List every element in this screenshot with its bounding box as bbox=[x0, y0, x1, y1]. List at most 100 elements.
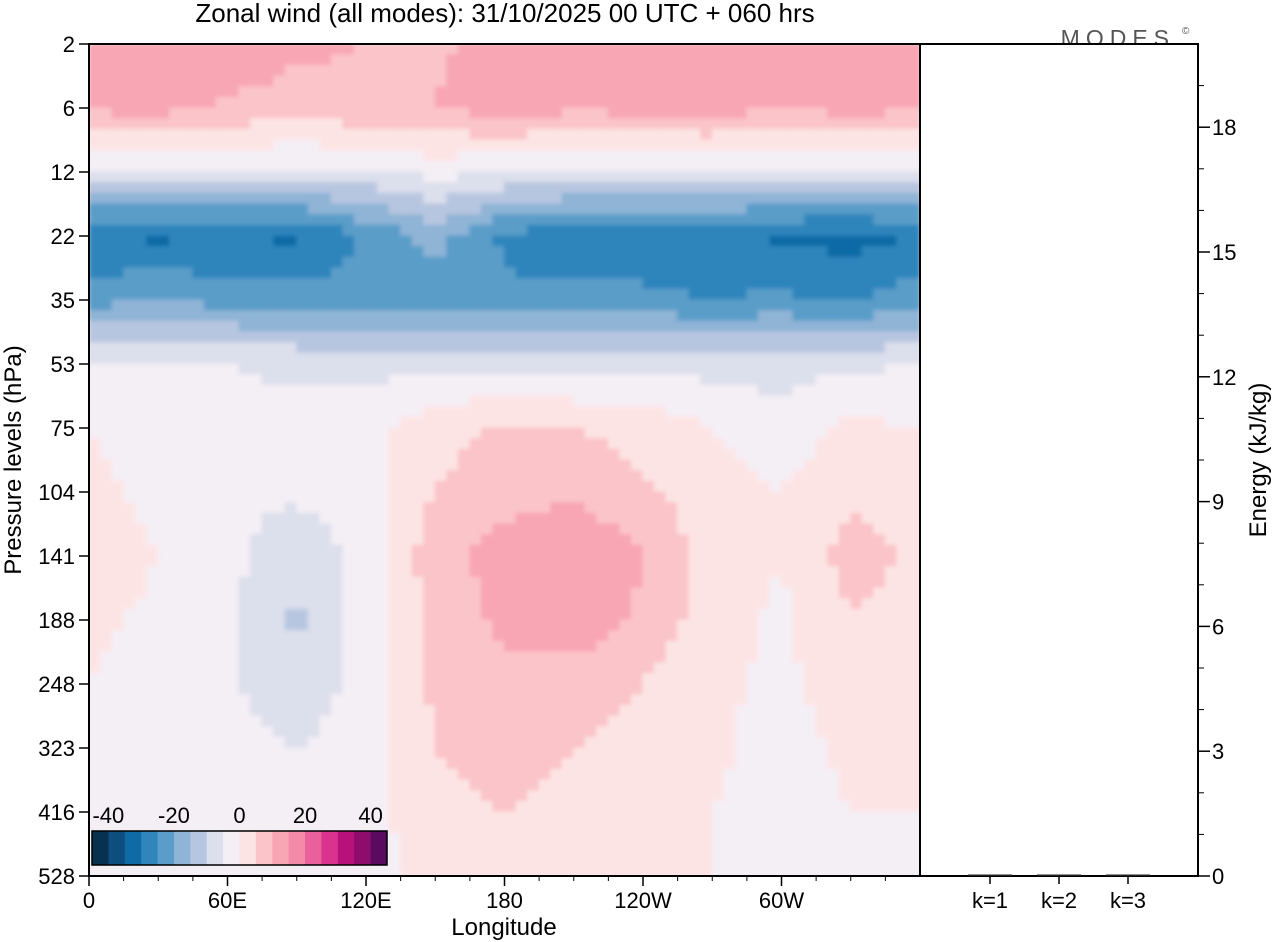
heatmap-cell bbox=[850, 235, 863, 248]
heatmap-cell bbox=[307, 608, 321, 621]
heatmap-cell bbox=[180, 544, 194, 557]
heatmap-cell bbox=[781, 86, 794, 98]
heatmap-cell bbox=[146, 299, 159, 312]
heatmap-cell bbox=[550, 267, 563, 280]
heatmap-cell bbox=[573, 448, 586, 461]
heatmap-cell bbox=[861, 608, 875, 621]
heatmap-cell bbox=[307, 214, 321, 226]
heatmap-cell bbox=[227, 44, 240, 56]
heatmap-cell bbox=[111, 86, 125, 98]
heatmap-cell bbox=[469, 150, 482, 162]
heatmap-cell bbox=[873, 203, 886, 216]
heatmap-cell bbox=[400, 608, 413, 621]
heatmap-cell bbox=[157, 427, 171, 440]
heatmap-cell bbox=[192, 128, 205, 141]
heatmap-cell bbox=[654, 299, 667, 312]
heatmap-cell bbox=[654, 363, 667, 376]
heatmap-cell bbox=[365, 118, 379, 130]
heatmap-cell bbox=[630, 342, 644, 354]
heatmap-cell bbox=[180, 342, 194, 354]
heatmap-cell bbox=[781, 395, 794, 408]
heatmap-cell bbox=[792, 768, 806, 781]
heatmap-cell bbox=[688, 54, 702, 66]
heatmap-cell bbox=[434, 203, 448, 216]
heatmap-cell bbox=[654, 459, 667, 472]
heatmap-cell bbox=[584, 694, 598, 706]
heatmap-cell bbox=[550, 160, 563, 173]
heatmap-cell bbox=[388, 107, 402, 120]
heatmap-cell bbox=[619, 555, 632, 568]
heatmap-cell bbox=[769, 406, 782, 418]
heatmap-cell bbox=[827, 502, 840, 514]
heatmap-cell bbox=[296, 470, 309, 482]
heatmap-cell bbox=[665, 758, 679, 770]
heatmap-cell bbox=[504, 267, 517, 280]
heatmap-cell bbox=[630, 758, 644, 770]
heatmap-cell bbox=[192, 54, 205, 66]
heatmap-cell bbox=[827, 715, 840, 728]
heatmap-cell bbox=[607, 587, 621, 600]
heatmap-cell bbox=[677, 683, 690, 696]
heatmap-cell bbox=[792, 704, 806, 717]
heatmap-cell bbox=[677, 310, 690, 322]
heatmap-cell bbox=[769, 384, 782, 397]
heatmap-cell bbox=[861, 416, 875, 429]
heatmap-cell bbox=[273, 118, 286, 130]
heatmap-cell bbox=[261, 598, 275, 610]
heatmap-cell bbox=[896, 139, 909, 152]
heatmap-cell bbox=[377, 576, 390, 589]
heatmap-cell bbox=[896, 96, 909, 109]
heatmap-cell bbox=[203, 278, 217, 290]
heatmap-cell bbox=[227, 256, 240, 269]
heatmap-cell bbox=[757, 288, 771, 301]
heatmap-cell bbox=[111, 662, 125, 674]
heatmap-cell bbox=[203, 192, 217, 205]
heatmap-cell bbox=[446, 118, 459, 130]
heatmap-cell bbox=[146, 267, 159, 280]
heatmap-cell bbox=[423, 54, 436, 66]
heatmap-cell bbox=[804, 246, 817, 258]
heatmap-cell bbox=[827, 523, 840, 536]
heatmap-cell bbox=[619, 86, 632, 98]
heatmap-cell bbox=[134, 704, 148, 717]
heatmap-cell bbox=[457, 704, 471, 717]
heatmap-cell bbox=[584, 683, 598, 696]
heatmap-cell bbox=[492, 44, 505, 56]
heatmap-cell bbox=[480, 352, 494, 365]
heatmap-cell bbox=[884, 96, 898, 109]
heatmap-cell bbox=[561, 416, 575, 429]
heatmap-cell bbox=[607, 352, 621, 365]
heatmap-cell bbox=[100, 747, 113, 760]
heatmap-cell bbox=[561, 662, 575, 674]
heatmap-cell bbox=[169, 246, 182, 258]
heatmap-cell bbox=[169, 192, 182, 205]
heatmap-cell bbox=[584, 267, 598, 280]
heatmap-cell bbox=[319, 267, 332, 280]
heatmap-cell bbox=[757, 427, 771, 440]
heatmap-cell bbox=[480, 758, 494, 770]
heatmap-cell bbox=[538, 171, 552, 184]
heatmap-cell bbox=[377, 715, 390, 728]
heatmap-cell bbox=[896, 406, 909, 418]
heatmap-cell bbox=[884, 576, 898, 589]
heatmap-cell bbox=[665, 160, 679, 173]
heatmap-cell bbox=[227, 630, 240, 642]
heatmap-cell bbox=[434, 534, 448, 546]
heatmap-cell bbox=[677, 342, 690, 354]
heatmap-cell bbox=[654, 96, 667, 109]
heatmap-cell bbox=[423, 182, 436, 194]
heatmap-cell bbox=[757, 416, 771, 429]
heatmap-cell bbox=[781, 342, 794, 354]
heatmap-cell bbox=[146, 64, 159, 77]
heatmap-cell bbox=[169, 491, 182, 504]
heatmap-cell bbox=[781, 224, 794, 237]
heatmap-cell bbox=[111, 374, 125, 386]
heatmap-cell bbox=[723, 758, 736, 770]
heatmap-cell bbox=[457, 544, 471, 557]
heatmap-cell bbox=[273, 640, 286, 653]
heatmap-cell bbox=[169, 331, 182, 344]
heatmap-cell bbox=[423, 278, 436, 290]
heatmap-cell bbox=[873, 544, 886, 557]
heatmap-cell bbox=[630, 459, 644, 472]
heatmap-cell bbox=[630, 64, 644, 77]
